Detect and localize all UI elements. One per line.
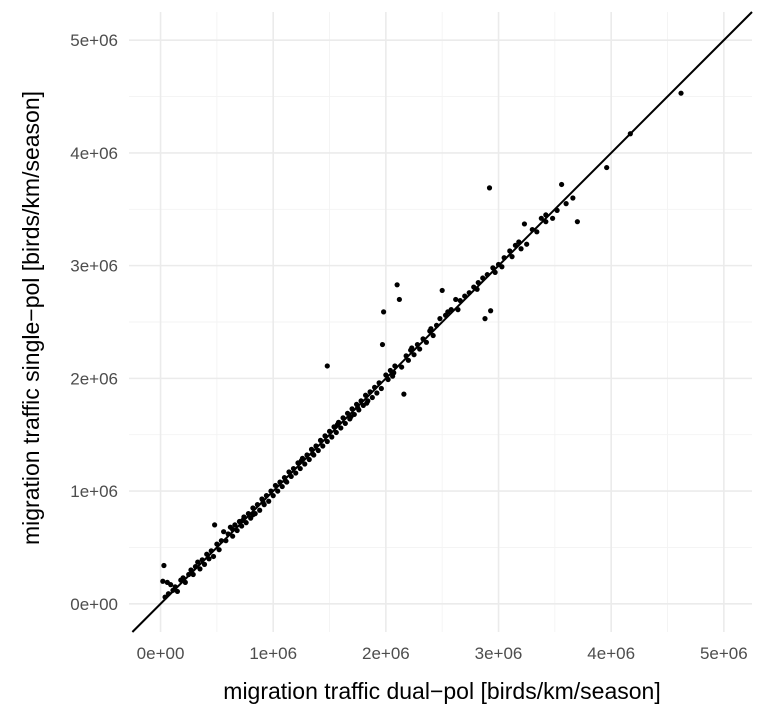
minor-gridlines [129,12,752,632]
data-point [212,522,218,528]
major-gridlines [129,12,752,632]
data-point [320,443,326,449]
data-point [266,498,272,504]
y-tick-label: 5e+06 [70,31,118,50]
data-point [482,316,488,322]
data-point [488,308,494,314]
data-point [333,429,339,436]
data-point [297,465,303,472]
data-point [381,309,387,315]
data-point [378,385,384,392]
data-point [306,456,312,463]
y-axis-title: migration traffic single−pol [birds/km/s… [18,91,44,545]
data-point [445,309,451,315]
data-point [428,326,434,332]
y-tick-label: 4e+06 [70,144,118,163]
data-point [379,341,386,348]
data-point [399,364,405,370]
data-point [437,316,443,322]
x-axis-title: migration traffic dual−pol [birds/km/sea… [223,678,660,704]
y-tick-label: 1e+06 [70,482,118,501]
data-point [574,219,580,225]
data-point [195,559,201,565]
data-point [160,578,166,584]
data-point [324,438,330,445]
data-point [563,201,569,207]
data-point [396,296,402,303]
data-point [524,241,530,247]
data-point [423,339,430,345]
data-point [394,282,400,288]
data-point [168,582,174,588]
data-point [197,566,203,572]
data-points [160,90,684,600]
data-point [401,391,407,397]
data-point [221,529,227,535]
data-point [275,488,281,494]
data-point [216,547,222,553]
data-point [364,400,370,406]
x-tick-label: 2e+06 [362,644,410,663]
x-tick-label: 3e+06 [475,644,523,663]
x-axis-tick-labels: 0e+00 1e+06 2e+06 3e+06 4e+06 5e+06 [137,644,748,663]
x-tick-label: 0e+00 [137,644,185,663]
data-point [538,215,544,221]
y-axis-tick-labels: 0e+00 1e+06 2e+06 3e+06 4e+06 5e+06 [70,31,118,614]
data-point [439,287,445,294]
data-point [486,185,493,191]
data-point [678,90,684,96]
y-tick-label: 0e+00 [70,595,118,614]
data-point [174,588,181,595]
data-point [499,264,505,270]
identity-reference-line [131,11,753,633]
data-point [369,394,375,401]
data-point [604,164,610,171]
data-point [270,493,276,499]
data-point [417,346,423,352]
data-point [293,470,299,476]
data-point [411,352,417,358]
data-point [549,215,556,221]
data-point [230,533,236,539]
data-point [342,420,348,427]
data-point [329,434,335,440]
y-tick-label: 3e+06 [70,257,118,276]
data-point [338,425,344,431]
data-point [279,483,285,490]
data-point [409,345,415,351]
data-point [257,507,263,513]
x-tick-label: 4e+06 [587,644,635,663]
data-point [430,332,436,339]
data-point [161,562,167,569]
data-point [534,229,540,235]
data-point [315,447,321,454]
data-point [302,461,308,467]
data-point [453,296,459,303]
x-tick-label: 5e+06 [700,644,748,663]
data-point [559,181,565,188]
data-point [324,363,330,369]
data-point [405,357,411,363]
data-point [210,553,217,560]
data-point [570,195,576,201]
x-tick-label: 1e+06 [249,644,297,663]
data-point [201,561,208,567]
y-tick-label: 2e+06 [70,369,118,388]
data-point [374,390,380,396]
data-point [232,522,238,528]
data-point [509,254,515,260]
data-point [518,246,524,252]
data-point [521,221,528,227]
